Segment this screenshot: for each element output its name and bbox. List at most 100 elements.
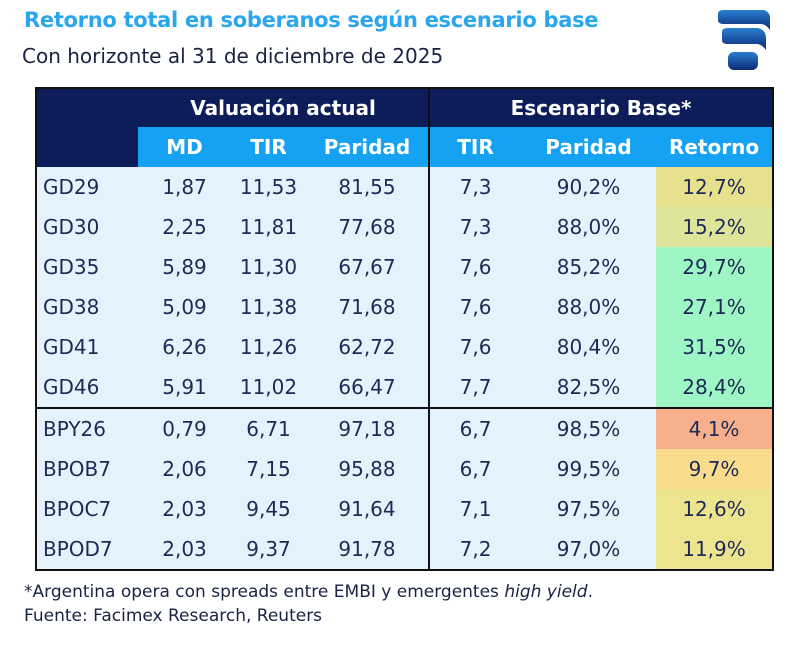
cell-paridad-base: 82,5% <box>521 367 657 408</box>
cell-md: 5,91 <box>138 367 231 408</box>
table-row: GD41 6,26 11,26 62,72 7,6 80,4% 31,5% <box>36 327 774 367</box>
footnote-source: Fuente: Facimex Research, Reuters <box>24 606 323 626</box>
cell-paridad-base: 88,0% <box>521 207 657 247</box>
cell-tir-base: 6,7 <box>428 449 522 489</box>
table-row: BPOB7 2,06 7,15 95,88 6,7 99,5% 9,7% <box>36 449 774 489</box>
cell-paridad-base: 80,4% <box>521 327 657 367</box>
footnote: *Argentina opera con spreads entre EMBI … <box>24 580 593 628</box>
cell-tir-base: 6,7 <box>428 407 522 449</box>
bond-name: GD29 <box>36 167 138 207</box>
table-row: GD46 5,91 11,02 66,47 7,7 82,5% 28,4% <box>36 367 774 408</box>
group-header-escenario: Escenario Base* <box>428 88 774 127</box>
bond-name: BPOC7 <box>36 489 138 529</box>
footnote-italic: high yield <box>504 582 588 602</box>
cell-tir: 11,38 <box>231 287 306 327</box>
footnote-spreads: *Argentina opera con spreads entre EMBI … <box>24 580 593 604</box>
cell-retorno: 27,1% <box>656 287 774 327</box>
cell-paridad: 81,55 <box>306 167 430 207</box>
cell-paridad: 71,68 <box>306 287 430 327</box>
cell-paridad: 95,88 <box>306 449 430 489</box>
footnote-period: . <box>587 582 593 602</box>
header-blank <box>36 88 138 127</box>
cell-tir: 6,71 <box>231 407 306 449</box>
cell-tir: 11,53 <box>231 167 306 207</box>
table-row: GD35 5,89 11,30 67,67 7,6 85,2% 29,7% <box>36 247 774 287</box>
col-header-retorno: Retorno <box>656 127 774 167</box>
facimex-logo-icon <box>718 10 770 70</box>
cell-md: 5,09 <box>138 287 231 327</box>
bond-returns-table: Valuación actual Escenario Base* MD TIR … <box>35 87 775 571</box>
col-header-tir-base: TIR <box>428 127 522 167</box>
bond-name: GD35 <box>36 247 138 287</box>
cell-md: 0,79 <box>138 407 231 449</box>
cell-retorno: 15,2% <box>656 207 774 247</box>
cell-tir-base: 7,1 <box>428 489 522 529</box>
cell-paridad: 91,64 <box>306 489 430 529</box>
cell-tir-base: 7,6 <box>428 287 522 327</box>
footnote-text: *Argentina opera con spreads entre EMBI … <box>24 582 505 602</box>
cell-md: 1,87 <box>138 167 231 207</box>
bond-name: GD38 <box>36 287 138 327</box>
table-row: BPY26 0,79 6,71 97,18 6,7 98,5% 4,1% <box>36 407 774 449</box>
cell-md: 6,26 <box>138 327 231 367</box>
cell-tir: 11,30 <box>231 247 306 287</box>
cell-tir-base: 7,2 <box>428 529 522 570</box>
bond-name: GD46 <box>36 367 138 408</box>
col-header-md: MD <box>138 127 231 167</box>
cell-tir: 11,26 <box>231 327 306 367</box>
cell-paridad: 67,67 <box>306 247 430 287</box>
cell-tir-base: 7,3 <box>428 167 522 207</box>
bond-name: GD41 <box>36 327 138 367</box>
col-header-tir: TIR <box>231 127 306 167</box>
cell-tir: 7,15 <box>231 449 306 489</box>
cell-retorno: 12,6% <box>656 489 774 529</box>
bond-name: GD30 <box>36 207 138 247</box>
table-row: GD30 2,25 11,81 77,68 7,3 88,0% 15,2% <box>36 207 774 247</box>
cell-retorno: 12,7% <box>656 167 774 207</box>
table-row: BPOC7 2,03 9,45 91,64 7,1 97,5% 12,6% <box>36 489 774 529</box>
cell-tir-base: 7,7 <box>428 367 522 408</box>
cell-md: 2,03 <box>138 529 231 570</box>
table-row: BPOD7 2,03 9,37 91,78 7,2 97,0% 11,9% <box>36 529 774 570</box>
header-blank <box>36 127 138 167</box>
cell-paridad: 97,18 <box>306 407 430 449</box>
cell-tir-base: 7,3 <box>428 207 522 247</box>
cell-tir: 11,81 <box>231 207 306 247</box>
cell-paridad: 91,78 <box>306 529 430 570</box>
cell-paridad: 66,47 <box>306 367 430 408</box>
cell-tir: 9,37 <box>231 529 306 570</box>
cell-paridad-base: 99,5% <box>521 449 657 489</box>
cell-md: 2,06 <box>138 449 231 489</box>
cell-retorno: 9,7% <box>656 449 774 489</box>
cell-retorno: 28,4% <box>656 367 774 408</box>
cell-paridad-base: 90,2% <box>521 167 657 207</box>
cell-retorno: 4,1% <box>656 407 774 449</box>
cell-paridad-base: 85,2% <box>521 247 657 287</box>
cell-md: 2,03 <box>138 489 231 529</box>
cell-paridad-base: 97,5% <box>521 489 657 529</box>
bond-name: BPY26 <box>36 407 138 449</box>
bond-name: BPOD7 <box>36 529 138 570</box>
table-row: GD38 5,09 11,38 71,68 7,6 88,0% 27,1% <box>36 287 774 327</box>
cell-paridad: 62,72 <box>306 327 430 367</box>
group-header-valuacion: Valuación actual <box>138 88 430 127</box>
table-row: GD29 1,87 11,53 81,55 7,3 90,2% 12,7% <box>36 167 774 207</box>
col-header-paridad-base: Paridad <box>521 127 657 167</box>
cell-tir: 11,02 <box>231 367 306 408</box>
cell-tir-base: 7,6 <box>428 327 522 367</box>
col-header-paridad: Paridad <box>306 127 430 167</box>
bond-name: BPOB7 <box>36 449 138 489</box>
cell-paridad-base: 97,0% <box>521 529 657 570</box>
cell-retorno: 29,7% <box>656 247 774 287</box>
cell-md: 5,89 <box>138 247 231 287</box>
cell-paridad: 77,68 <box>306 207 430 247</box>
cell-paridad-base: 98,5% <box>521 407 657 449</box>
cell-retorno: 11,9% <box>656 529 774 570</box>
cell-tir-base: 7,6 <box>428 247 522 287</box>
cell-tir: 9,45 <box>231 489 306 529</box>
cell-paridad-base: 88,0% <box>521 287 657 327</box>
cell-retorno: 31,5% <box>656 327 774 367</box>
page-title: Retorno total en soberanos según escenar… <box>24 8 599 32</box>
page-subtitle: Con horizonte al 31 de diciembre de 2025 <box>22 44 444 68</box>
cell-md: 2,25 <box>138 207 231 247</box>
